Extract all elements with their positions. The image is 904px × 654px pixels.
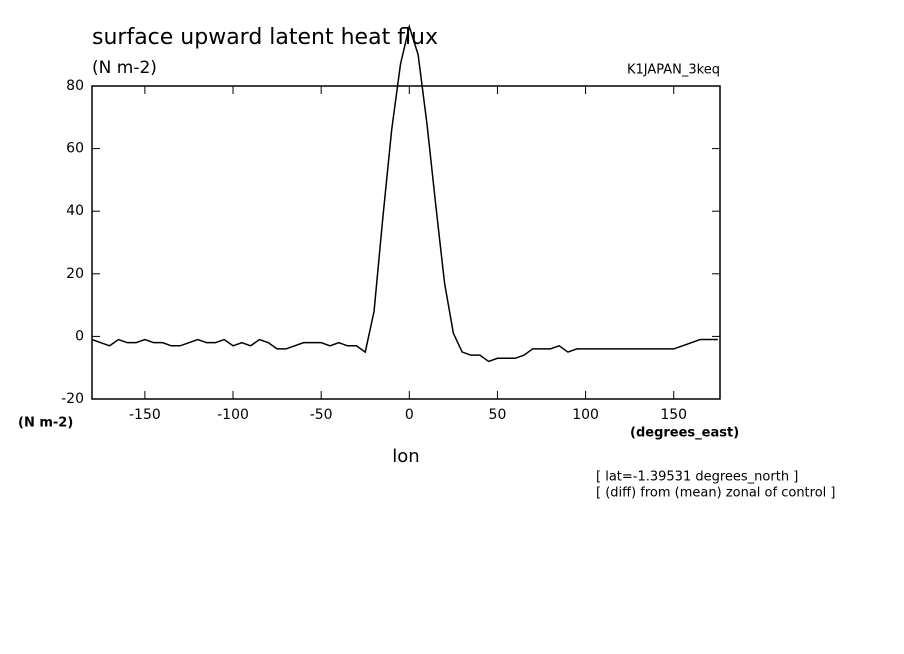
y-tick-label: 60 [66,141,84,157]
annotation: [ (diff) from (mean) zonal of control ] [596,486,835,501]
y-axis-label: (N m-2) [18,416,73,431]
x-axis-unit: (degrees_east) [630,426,739,441]
y-tick-label: 80 [66,78,84,94]
data-line [91,23,718,363]
x-axis-label: lon [392,446,419,467]
annotation: [ lat=-1.39531 degrees_north ] [596,470,798,485]
x-tick-label: 50 [489,407,507,423]
x-tick-label: 0 [405,407,414,423]
x-tick-label: -150 [129,407,161,423]
y-tick-label: 40 [66,203,84,219]
y-tick-label: 20 [66,266,84,282]
y-tick-label: -20 [61,391,84,407]
x-tick-label: -50 [310,407,333,423]
chart-title: surface upward latent heat flux [92,25,438,50]
x-tick-label: 150 [660,407,687,423]
experiment-label: K1JAPAN_3keq [627,63,720,78]
plot-frame [91,85,721,400]
x-tick-label: -100 [217,407,249,423]
chart-subtitle: (N m-2) [92,58,157,78]
x-tick-label: 100 [572,407,599,423]
y-tick-label: 0 [75,328,84,344]
